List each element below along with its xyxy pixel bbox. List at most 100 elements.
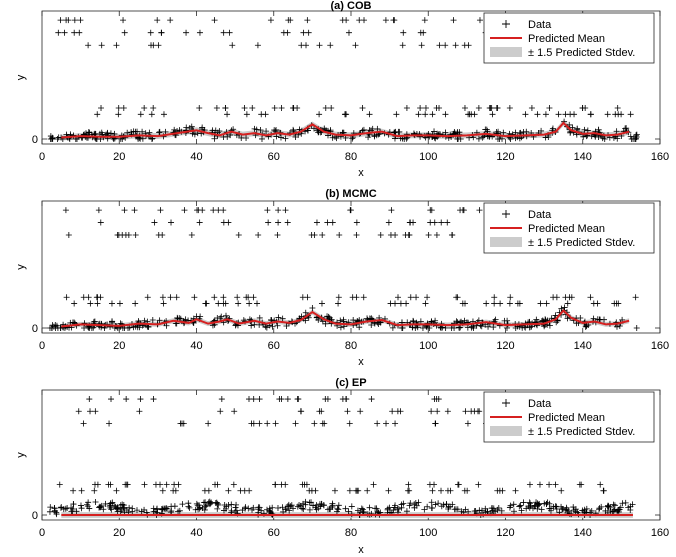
- data-point: [324, 313, 331, 320]
- data-point: [335, 300, 342, 307]
- data-point: [433, 232, 440, 238]
- data-point: [601, 316, 608, 323]
- data-point: [596, 505, 603, 512]
- data-point: [611, 506, 618, 513]
- data-point: [452, 506, 459, 513]
- x-tick-label: 60: [268, 527, 280, 539]
- data-point: [242, 504, 249, 511]
- x-tick-label: 20: [113, 340, 125, 352]
- data-point: [588, 507, 595, 514]
- data-point: [388, 207, 395, 214]
- data-point: [444, 408, 451, 415]
- data-point: [607, 504, 614, 511]
- data-point: [96, 503, 103, 510]
- data-point: [80, 420, 87, 427]
- data-point: [322, 320, 329, 327]
- data-point: [432, 420, 439, 427]
- data-point: [539, 317, 546, 324]
- data-point: [275, 314, 282, 321]
- data-point: [406, 232, 413, 238]
- data-point: [235, 300, 242, 307]
- data-point: [491, 294, 498, 301]
- data-point: [106, 503, 113, 510]
- data-point: [472, 507, 479, 514]
- data-point: [196, 29, 203, 36]
- data-point: [134, 128, 141, 135]
- data-point: [62, 207, 69, 214]
- data-point: [294, 503, 301, 510]
- data-point: [214, 315, 221, 322]
- data-point: [422, 105, 429, 112]
- data-point: [239, 507, 246, 514]
- data-point: [339, 396, 346, 403]
- data-point: [294, 396, 301, 403]
- data-point: [404, 487, 411, 494]
- data-point: [274, 322, 281, 329]
- data-point: [285, 17, 292, 24]
- data-point: [440, 501, 447, 508]
- data-point: [71, 17, 78, 24]
- data-point: [447, 487, 454, 494]
- data-point: [478, 323, 485, 330]
- data-point: [405, 481, 412, 488]
- data-point: [491, 300, 498, 307]
- data-point: [258, 135, 265, 142]
- data-point: [254, 42, 261, 49]
- data-point: [360, 126, 367, 133]
- data-point: [269, 504, 276, 511]
- data-point: [86, 505, 93, 512]
- data-point: [615, 111, 622, 118]
- data-point: [230, 481, 237, 488]
- x-tick-label: 60: [268, 340, 280, 352]
- data-point: [206, 498, 213, 505]
- legend: Data Predicted Mean ± 1.5 Predicted Stdev.: [483, 202, 655, 254]
- data-point: [476, 17, 483, 24]
- x-tick-label: 40: [190, 151, 202, 163]
- data-point: [257, 127, 264, 134]
- data-point: [159, 487, 166, 494]
- data-point: [410, 317, 417, 324]
- data-point: [256, 420, 263, 427]
- data-point: [92, 499, 99, 506]
- panel-1: (b) MCMC 0 20 40 60 80 100 120 140 160 0 x y Data Pred…: [15, 188, 669, 368]
- data-point: [625, 504, 632, 511]
- data-point: [534, 111, 541, 118]
- data-point: [458, 508, 465, 515]
- data-point: [324, 506, 331, 513]
- data-point: [56, 481, 63, 488]
- data-point: [368, 321, 375, 328]
- data-point: [516, 300, 523, 307]
- data-point: [163, 481, 170, 488]
- data-point: [216, 128, 223, 135]
- data-point: [77, 502, 84, 509]
- data-point: [400, 500, 407, 507]
- data-point: [385, 219, 392, 226]
- data-point: [456, 129, 463, 136]
- x-tick-label: 60: [268, 151, 280, 163]
- data-point: [424, 294, 431, 301]
- data-point: [274, 232, 281, 238]
- data-point: [435, 500, 442, 507]
- data-point: [442, 111, 449, 118]
- data-point: [600, 487, 607, 494]
- data-point: [552, 481, 559, 488]
- data-point: [544, 499, 551, 506]
- data-point: [542, 111, 549, 118]
- data-point: [604, 111, 611, 118]
- data-point: [488, 505, 495, 512]
- data-point: [255, 504, 262, 511]
- data-point: [254, 300, 261, 307]
- data-point: [570, 504, 577, 511]
- data-point: [223, 312, 230, 319]
- data-point: [312, 487, 319, 494]
- data-point: [468, 408, 475, 415]
- data-point: [465, 42, 472, 49]
- data-point: [181, 207, 188, 214]
- data-point: [70, 501, 77, 508]
- data-point: [97, 219, 104, 226]
- data-point: [119, 232, 126, 238]
- data-point: [407, 219, 414, 226]
- data-point: [413, 294, 420, 301]
- x-tick-label: 160: [651, 151, 669, 163]
- data-point: [313, 219, 320, 226]
